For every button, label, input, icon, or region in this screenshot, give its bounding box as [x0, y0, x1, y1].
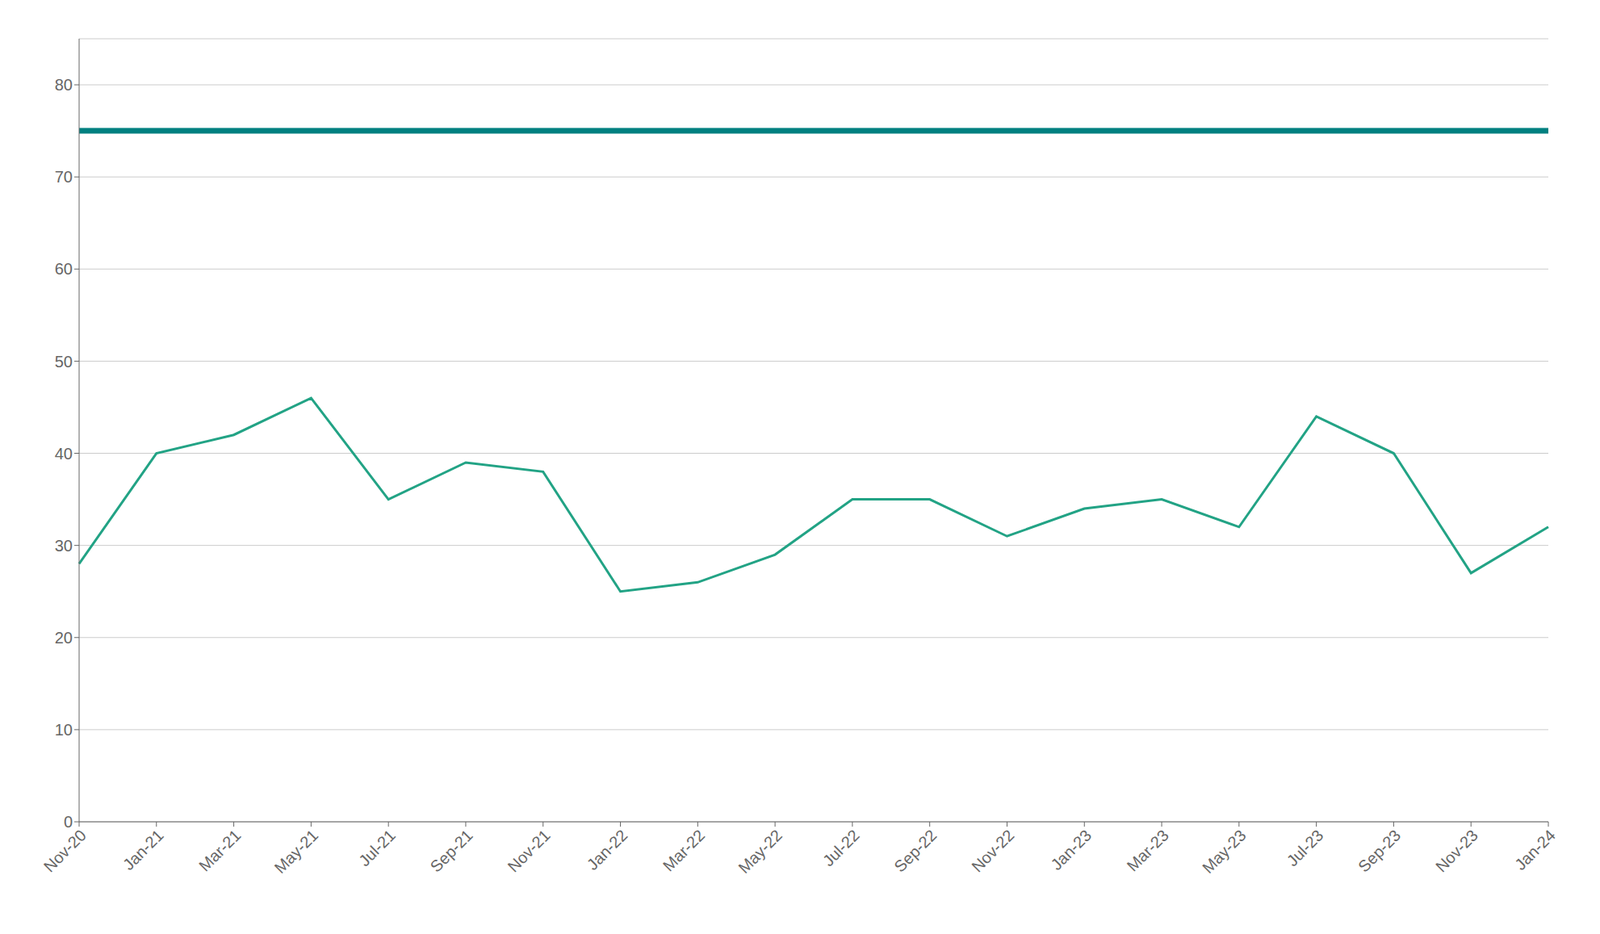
svg-text:May-23: May-23 — [1198, 825, 1250, 877]
svg-text:Jan-22: Jan-22 — [583, 825, 632, 874]
svg-text:Nov-20: Nov-20 — [40, 825, 90, 876]
svg-text:Sep-22: Sep-22 — [890, 825, 940, 876]
svg-text:30: 30 — [54, 536, 73, 555]
svg-text:Mar-21: Mar-21 — [195, 825, 244, 875]
svg-text:20: 20 — [54, 628, 73, 647]
svg-text:Mar-23: Mar-23 — [1123, 825, 1173, 875]
svg-text:80: 80 — [54, 75, 73, 94]
svg-text:60: 60 — [54, 259, 73, 278]
svg-text:10: 10 — [54, 720, 73, 739]
svg-text:Jan-23: Jan-23 — [1047, 825, 1095, 874]
svg-text:Jan-24: Jan-24 — [1511, 825, 1559, 874]
svg-text:50: 50 — [54, 352, 73, 371]
svg-text:Jan-21: Jan-21 — [119, 825, 168, 874]
svg-text:Mar-22: Mar-22 — [659, 825, 708, 875]
svg-text:Jul-22: Jul-22 — [819, 825, 863, 870]
svg-text:Nov-23: Nov-23 — [1432, 825, 1482, 876]
svg-text:Jul-21: Jul-21 — [355, 825, 399, 870]
svg-text:Sep-23: Sep-23 — [1354, 825, 1404, 876]
svg-text:Nov-22: Nov-22 — [967, 825, 1018, 876]
svg-text:70: 70 — [54, 167, 73, 186]
svg-text:Jul-23: Jul-23 — [1282, 825, 1327, 870]
svg-text:May-21: May-21 — [271, 825, 323, 877]
svg-text:0: 0 — [63, 812, 73, 831]
svg-text:40: 40 — [54, 444, 73, 463]
svg-text:Sep-21: Sep-21 — [427, 825, 477, 876]
svg-text:May-22: May-22 — [734, 825, 786, 877]
svg-text:Nov-21: Nov-21 — [503, 825, 553, 876]
